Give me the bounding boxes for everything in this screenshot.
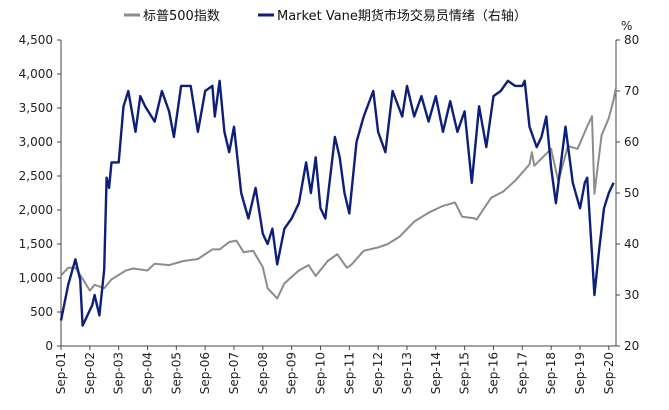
- right-axis-tick-label: 40: [624, 237, 639, 251]
- x-axis-tick-label: Sep-15: [458, 352, 472, 394]
- x-axis-tick-label: Sep-08: [256, 352, 270, 394]
- x-axis-tick-label: Sep-03: [112, 352, 126, 394]
- axes: 0 500 1,000 1,500 2,000 2,500 3,000 3,500 4,000 4…: [19, 33, 640, 394]
- left-axis-tick-label: 4,500: [19, 33, 53, 47]
- x-axis-tick-label: Sep-10: [313, 352, 327, 394]
- left-axis-tick-label: 2,000: [19, 203, 53, 217]
- x-axis-tick-label: Sep-17: [515, 352, 529, 394]
- series-line-sp500: [60, 87, 617, 300]
- left-axis-tick-label: 3,500: [19, 101, 53, 115]
- x-axis-tick-label: Sep-07: [227, 352, 241, 394]
- right-axis-tick-label: 70: [624, 84, 639, 98]
- right-axis-tick-label: 30: [624, 288, 639, 302]
- x-axis-tick-label: Sep-18: [544, 352, 558, 394]
- legend: 标普500指数 Market Vane期货市场交易员情绪（右轴）: [124, 8, 527, 24]
- left-axis-tick-label: 500: [30, 305, 53, 319]
- x-axis-tick-label: Sep-05: [169, 352, 183, 394]
- right-axis-tick-label: 50: [624, 186, 639, 200]
- x-axis-tick-label: Sep-19: [573, 352, 587, 394]
- x-axis-tick-label: Sep-11: [342, 352, 356, 394]
- right-axis-tick-label: 80: [624, 33, 639, 47]
- x-axis-tick-label: Sep-14: [429, 352, 443, 394]
- x-axis-tick-label: Sep-09: [285, 352, 299, 394]
- left-axis-tick-label: 3,000: [19, 135, 53, 149]
- left-axis-tick-label: 1,500: [19, 237, 53, 251]
- right-axis-tick-label: 60: [624, 135, 639, 149]
- left-axis-tick-label: 1,000: [19, 271, 53, 285]
- left-axis-tick-label: 0: [45, 339, 53, 353]
- x-axis-tick-label: Sep-02: [83, 352, 97, 394]
- right-axis-tick-label: 20: [624, 339, 639, 353]
- legend-label-sp500: 标普500指数: [143, 9, 220, 24]
- x-axis-tick-label: Sep-20: [602, 352, 616, 394]
- series-lines: [59, 79, 617, 327]
- x-axis-tick-label: Sep-01: [54, 352, 68, 394]
- left-axis-tick-label: 2,500: [19, 169, 53, 183]
- right-axis-unit-label: %: [621, 19, 632, 33]
- legend-label-market-vane: Market Vane期货市场交易员情绪（右轴）: [277, 8, 527, 24]
- x-axis-tick-label: Sep-13: [400, 352, 414, 394]
- x-axis-tick-label: Sep-06: [198, 352, 212, 394]
- x-axis-tick-label: Sep-04: [140, 352, 154, 394]
- left-axis-tick-label: 4,000: [19, 67, 53, 81]
- series-line-market-vane: [59, 79, 615, 327]
- x-axis-tick-label: Sep-16: [486, 352, 500, 394]
- x-axis-tick-label: Sep-12: [371, 352, 385, 394]
